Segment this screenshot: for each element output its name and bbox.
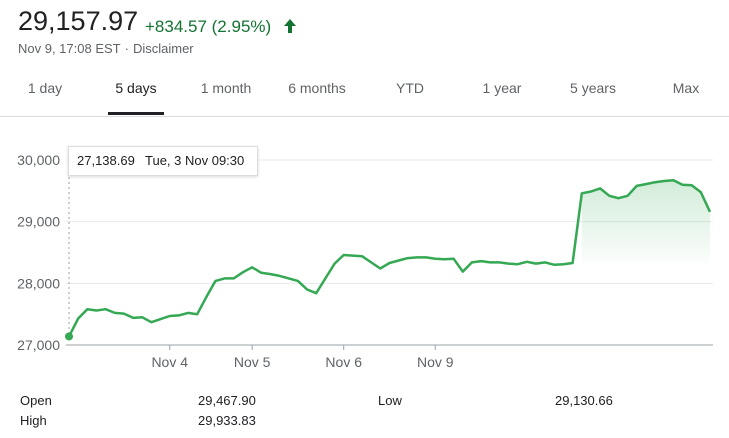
tab-max[interactable]: Max bbox=[672, 80, 700, 96]
arrow-up-icon bbox=[284, 19, 296, 33]
tab-6-months[interactable]: 6 months bbox=[288, 80, 346, 96]
y-tick-label: 30,000 bbox=[17, 152, 60, 168]
price-line bbox=[67, 179, 712, 337]
x-tick-label: Nov 6 bbox=[325, 354, 362, 370]
x-tick-label: Nov 5 bbox=[234, 354, 271, 370]
price-chart[interactable]: 27,000 28,000 29,000 30,000 Nov 4 Nov 5 Nov 6… bbox=[0, 140, 729, 375]
low-value: 29,130.66 bbox=[555, 393, 613, 408]
open-value: 29,467.90 bbox=[198, 393, 256, 408]
range-tabs: 1 day 5 days 1 month 6 months YTD 1 year… bbox=[0, 72, 729, 117]
hover-tooltip: 27,138.69 Tue, 3 Nov 09:30 bbox=[68, 146, 258, 176]
y-tick-label: 27,000 bbox=[17, 337, 60, 353]
disclaimer-link[interactable]: Disclaimer bbox=[132, 41, 194, 56]
high-value: 29,933.83 bbox=[198, 413, 256, 428]
tooltip-time: Tue, 3 Nov 09:30 bbox=[145, 153, 245, 168]
active-tab-indicator bbox=[108, 112, 164, 115]
tab-5-days[interactable]: 5 days bbox=[115, 80, 157, 96]
tab-1-year[interactable]: 1 year bbox=[482, 80, 522, 96]
price-area-fill bbox=[581, 180, 710, 263]
tab-5-years[interactable]: 5 years bbox=[570, 80, 616, 96]
y-tick-label: 28,000 bbox=[17, 275, 60, 291]
tab-1-month[interactable]: 1 month bbox=[200, 80, 252, 96]
timestamp-line: Nov 9, 17:08 EST · Disclaimer bbox=[18, 41, 194, 56]
tab-ytd[interactable]: YTD bbox=[396, 80, 424, 96]
high-label: High bbox=[20, 413, 47, 428]
low-label: Low bbox=[378, 393, 402, 408]
x-tick-label: Nov 4 bbox=[151, 354, 188, 370]
tooltip-value: 27,138.69 bbox=[77, 153, 135, 168]
current-price: 29,157.97 bbox=[18, 6, 139, 36]
timestamp: Nov 9, 17:08 EST bbox=[18, 41, 121, 56]
tab-1-day[interactable]: 1 day bbox=[27, 80, 63, 96]
x-tick-label: Nov 9 bbox=[417, 354, 454, 370]
price-change: +834.57 (2.95%) bbox=[145, 17, 272, 36]
hover-point bbox=[65, 332, 73, 341]
open-label: Open bbox=[20, 393, 52, 408]
y-tick-label: 29,000 bbox=[17, 214, 60, 230]
